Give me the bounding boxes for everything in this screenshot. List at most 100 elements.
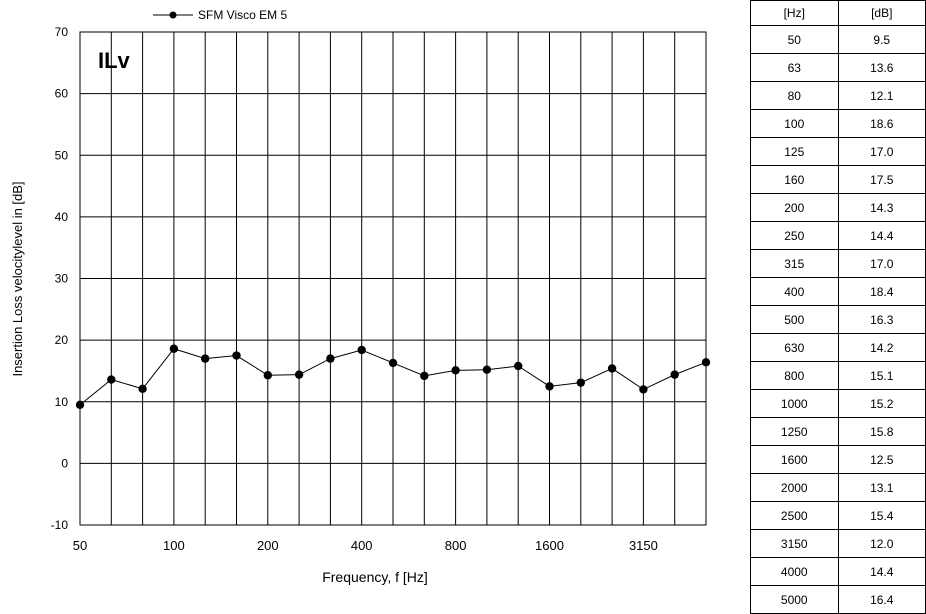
- table-row: 200 14.3: [750, 193, 926, 222]
- data-point: [420, 371, 429, 381]
- table-row: 400 18.4: [750, 277, 926, 306]
- table-row: 1250 15.8: [750, 417, 926, 446]
- table-cell-frequency: 160: [750, 165, 839, 194]
- table-cell-value: 18.4: [837, 277, 926, 306]
- chart: SFM Visco EM 5 -10 0 10 20 30 40 50 60 70 50 10 0 2…: [10, 8, 711, 585]
- data-point: [263, 371, 272, 380]
- y-tick-label: 0: [61, 456, 68, 470]
- table-row: 250 14.4: [750, 221, 926, 250]
- y-tick-label: 10: [55, 395, 69, 409]
- data-point: [388, 358, 398, 368]
- table-cell-value: 14.3: [837, 193, 926, 222]
- data-point: [201, 354, 210, 363]
- table-cell-frequency: 2500: [750, 501, 839, 530]
- table-cell-frequency: 5000: [750, 585, 839, 614]
- y-tick-label: 70: [55, 25, 69, 39]
- table-cell-value: 17.0: [837, 249, 926, 278]
- y-tick-label: 20: [55, 333, 69, 347]
- table-row: 63 13.6: [750, 53, 926, 82]
- data-point: [232, 351, 241, 360]
- table-cell-value: 17.0: [837, 137, 926, 166]
- table-row: 2500 15.4: [750, 501, 926, 530]
- table-header-row: [Hz] [dB]: [750, 0, 926, 26]
- data-point: [357, 345, 366, 355]
- y-tick-labels: -10 0 10 20 30 40 50 60 70: [51, 25, 69, 532]
- y-tick-label: 30: [55, 272, 69, 286]
- table-row: 80 12.1: [750, 81, 926, 110]
- data-point: [451, 366, 460, 375]
- table-cell-frequency: 3150: [750, 529, 839, 558]
- table-header-hz: [Hz]: [750, 0, 839, 26]
- table-row: 1000 15.2: [750, 389, 926, 418]
- table-cell-value: 15.8: [837, 417, 926, 446]
- table-cell-frequency: 400: [750, 277, 839, 306]
- table-row: 100 18.6: [750, 109, 926, 138]
- data-point: [482, 365, 492, 374]
- data-point: [169, 344, 179, 353]
- grid: [79, 31, 707, 526]
- legend: SFM Visco EM 5: [153, 8, 287, 22]
- table-row: 1600 12.5: [750, 445, 926, 474]
- table-cell-value: 14.4: [837, 221, 926, 250]
- data-point: [326, 354, 335, 363]
- table-cell-value: 16.3: [837, 305, 926, 334]
- table-header-db: [dB]: [837, 0, 926, 26]
- table-cell-value: 14.2: [837, 333, 926, 362]
- legend-marker: [169, 11, 177, 19]
- table-cell-value: 16.4: [837, 585, 926, 614]
- legend-label: SFM Visco EM 5: [198, 8, 287, 22]
- data-point: [670, 370, 679, 379]
- data-point: [607, 364, 617, 373]
- table-cell-value: 17.5: [837, 165, 926, 194]
- table-cell-value: 12.0: [837, 529, 926, 558]
- x-axis-label: Frequency, f [Hz]: [322, 569, 428, 585]
- x-tick-labels: 50 100 200 400 800 1600 3150: [73, 538, 658, 553]
- table-cell-frequency: 315: [750, 249, 839, 278]
- data-point: [75, 400, 85, 410]
- x-tick-label: 3150: [629, 538, 658, 553]
- table-cell-value: 12.5: [837, 445, 926, 474]
- table-cell-frequency: 1000: [750, 389, 839, 418]
- data-points: [75, 344, 711, 410]
- table-row: 125 17.0: [750, 137, 926, 166]
- table-row: 800 15.1: [750, 361, 926, 390]
- table-row: 5000 16.4: [750, 585, 926, 614]
- x-tick-label: 50: [73, 538, 87, 553]
- table-cell-frequency: 50: [750, 25, 839, 54]
- y-tick-label: 50: [55, 148, 69, 162]
- table-cell-value: 13.1: [837, 473, 926, 502]
- table-cell-value: 15.1: [837, 361, 926, 390]
- table-cell-frequency: 1250: [750, 417, 839, 446]
- data-point: [514, 361, 523, 371]
- table-cell-frequency: 63: [750, 53, 839, 82]
- table-cell-value: 13.6: [837, 53, 926, 82]
- table-cell-value: 14.4: [837, 557, 926, 586]
- table-cell-frequency: 250: [750, 221, 839, 250]
- x-tick-label: 400: [351, 538, 373, 553]
- data-point: [545, 382, 554, 391]
- table-row: 4000 14.4: [750, 557, 926, 586]
- data-point: [107, 375, 116, 384]
- table-row: 50 9.5: [750, 25, 926, 54]
- data-point: [576, 378, 585, 387]
- table-cell-value: 12.1: [837, 81, 926, 110]
- table-cell-frequency: 200: [750, 193, 839, 222]
- y-tick-label: -10: [51, 518, 69, 532]
- table-cell-frequency: 800: [750, 361, 839, 390]
- table-cell-frequency: 100: [750, 109, 839, 138]
- x-tick-label: 1600: [535, 538, 564, 553]
- table-cell-frequency: 630: [750, 333, 839, 362]
- table-cell-value: 15.2: [837, 389, 926, 418]
- table-cell-frequency: 125: [750, 137, 839, 166]
- table-row: 3150 12.0: [750, 529, 926, 558]
- table-cell-frequency: 80: [750, 81, 839, 110]
- chart-title: ILv: [98, 48, 131, 73]
- data-table: [Hz] [dB] 50 9.5 63 13.6 80 12.1 100 18.6 125 17.…: [750, 0, 926, 614]
- y-tick-label: 40: [55, 210, 69, 224]
- table-cell-value: 15.4: [837, 501, 926, 530]
- table-cell-frequency: 4000: [750, 557, 839, 586]
- table-cell-frequency: 2000: [750, 473, 839, 502]
- y-tick-label: 60: [55, 87, 69, 101]
- data-point: [294, 370, 304, 379]
- x-tick-label: 200: [257, 538, 279, 553]
